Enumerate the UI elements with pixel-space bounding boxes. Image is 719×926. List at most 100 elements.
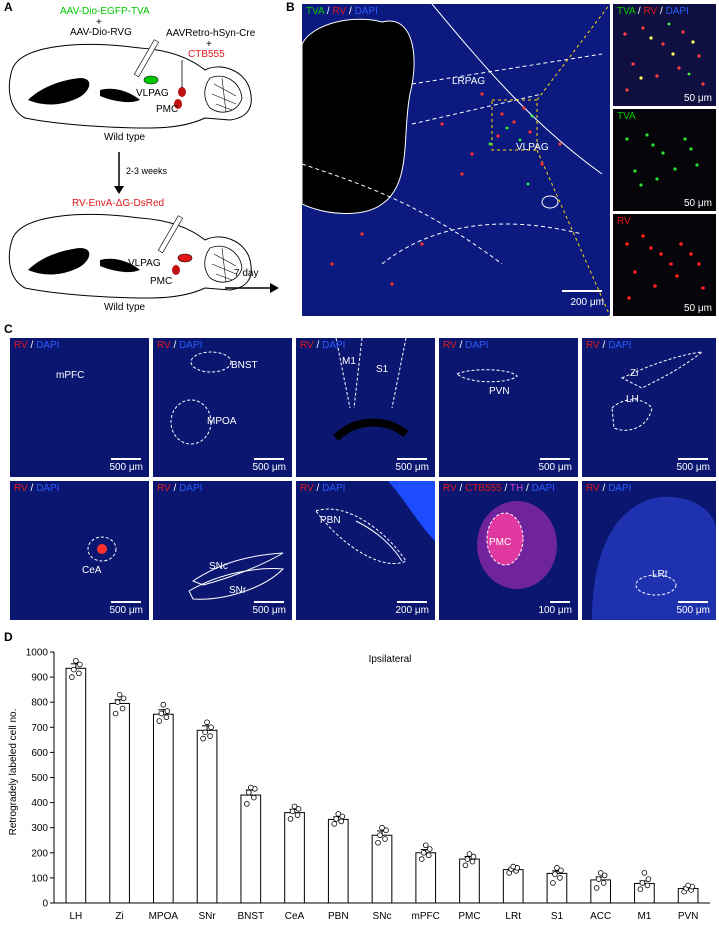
data-point (156, 718, 163, 724)
data-point (462, 862, 469, 869)
virus-rvg: AAV-Dio-RVG (70, 27, 132, 38)
data-point (208, 724, 214, 731)
data-point (251, 794, 257, 801)
panel-d-label: D (4, 630, 13, 644)
data-point (550, 880, 556, 886)
data-point (595, 876, 602, 882)
y-tick-label: 100 (31, 873, 48, 884)
region-mpfc: mPFC (56, 370, 85, 381)
section-bnst: RV / DAPI BNST MPOA 500 μm (153, 338, 292, 477)
data-point (207, 733, 213, 739)
x-tick-label: mPFC (412, 911, 440, 922)
x-tick-label: S1 (551, 911, 564, 922)
region-lrt: LRt (652, 569, 668, 580)
tracer-ctb555: CTB555 (188, 49, 225, 60)
y-tick-label: 200 (31, 848, 48, 859)
region-vlpag: VLPAG (136, 88, 169, 99)
data-point (335, 811, 342, 817)
scale-mpfc: 500 μm (109, 462, 143, 473)
bar (284, 812, 305, 904)
data-point (163, 714, 170, 721)
panel-b-inset-rv: RV 50 μm (613, 214, 716, 316)
interval-label: 2-3 weeks (126, 166, 168, 176)
bar (65, 667, 87, 904)
data-point (639, 880, 646, 886)
data-point (645, 876, 652, 882)
data-point (116, 691, 123, 698)
data-point (69, 674, 75, 680)
data-point (685, 882, 691, 889)
y-axis-label: Retrogradely labeled cell no. (8, 709, 19, 836)
scale-bnst: 500 μm (252, 462, 286, 473)
section-pmc: RV / CTB555 / TH / DAPI PMC 100 μm (439, 481, 578, 620)
data-point (76, 670, 82, 677)
y-tick-label: 0 (42, 899, 48, 910)
region-pmc: PMC (156, 104, 179, 115)
x-tick-label: PMC (458, 911, 480, 922)
bar (327, 818, 349, 904)
bar (240, 794, 262, 904)
x-tick-label: ACC (590, 911, 611, 922)
region-vlpag-b: VLPAG (516, 142, 549, 153)
bar (590, 879, 612, 904)
data-point (382, 836, 388, 842)
scale-m1-s1: 500 μm (395, 462, 429, 473)
data-point (464, 856, 471, 862)
inset-rv-label: RV (617, 216, 631, 227)
region-bnst: BNST (231, 360, 258, 371)
x-tick-label: MPOA (149, 911, 179, 922)
data-point (601, 872, 608, 879)
data-point (470, 853, 477, 860)
panel-b-overlay (302, 4, 610, 316)
bar (502, 869, 524, 904)
data-point (77, 661, 83, 668)
x-tick-label: CeA (285, 911, 305, 922)
panel-b-label: B (286, 0, 295, 14)
data-point (287, 816, 294, 822)
data-point (469, 858, 476, 865)
bar (371, 834, 393, 904)
data-point (200, 735, 206, 742)
x-tick-label: M1 (637, 911, 651, 922)
data-point (637, 886, 644, 892)
panel-b-channel-label: TVA / RV / DAPI (306, 6, 378, 17)
inset-rv-scale: 50 μm (684, 303, 712, 314)
data-point (420, 850, 427, 856)
virus-rv-envA: RV-EnvA-ΔG-DsRed (72, 198, 165, 209)
brain-outline-bottom (8, 214, 252, 299)
y-tick-label: 600 (31, 748, 48, 759)
bar (459, 858, 480, 904)
data-point (291, 803, 298, 810)
inset-tva-label: TVA (617, 111, 636, 122)
data-point (552, 871, 558, 877)
data-point (383, 827, 389, 834)
data-point (164, 708, 171, 714)
data-point (379, 824, 385, 831)
x-tick-label: SNr (198, 911, 216, 922)
section-pvn: RV / DAPI PVN 500 μm (439, 338, 578, 477)
panel-b-inset-tva: TVA 50 μm (613, 109, 716, 211)
region-snr: SNr (229, 585, 247, 596)
x-tick-label: PBN (328, 911, 349, 922)
virus-retro-cre: AAVRetro-hSyn-Cre (166, 28, 256, 39)
days-label: 7 day (234, 268, 259, 279)
panel-b-main-image: TVA / RV / DAPI LRPAG VLPAG 200 μm (302, 4, 610, 316)
data-point (204, 719, 210, 726)
x-tick-label: Zi (115, 911, 123, 922)
panel-a-schematic (8, 39, 279, 299)
bar-chart: Ipsilateral Retrogradely labeled cell no… (8, 648, 710, 922)
data-point (600, 880, 607, 886)
region-zi: Zi (630, 368, 639, 379)
data-point (202, 729, 208, 736)
region-cea: CeA (82, 565, 102, 576)
data-point (119, 705, 126, 712)
section-cea: RV / DAPI CeA 500 μm (10, 481, 149, 620)
y-tick-label: 900 (31, 673, 48, 684)
bar (196, 729, 218, 904)
section-pbn: RV / DAPI PBN 200 μm (296, 481, 435, 620)
y-tick-label: 700 (31, 723, 48, 734)
data-point (160, 701, 167, 708)
inset-merge-scale: 50 μm (684, 93, 712, 104)
inset-merge-label: TVA / RV / DAPI (617, 6, 689, 17)
section-m1-s1: RV / DAPI M1 S1 500 μm (296, 338, 435, 477)
